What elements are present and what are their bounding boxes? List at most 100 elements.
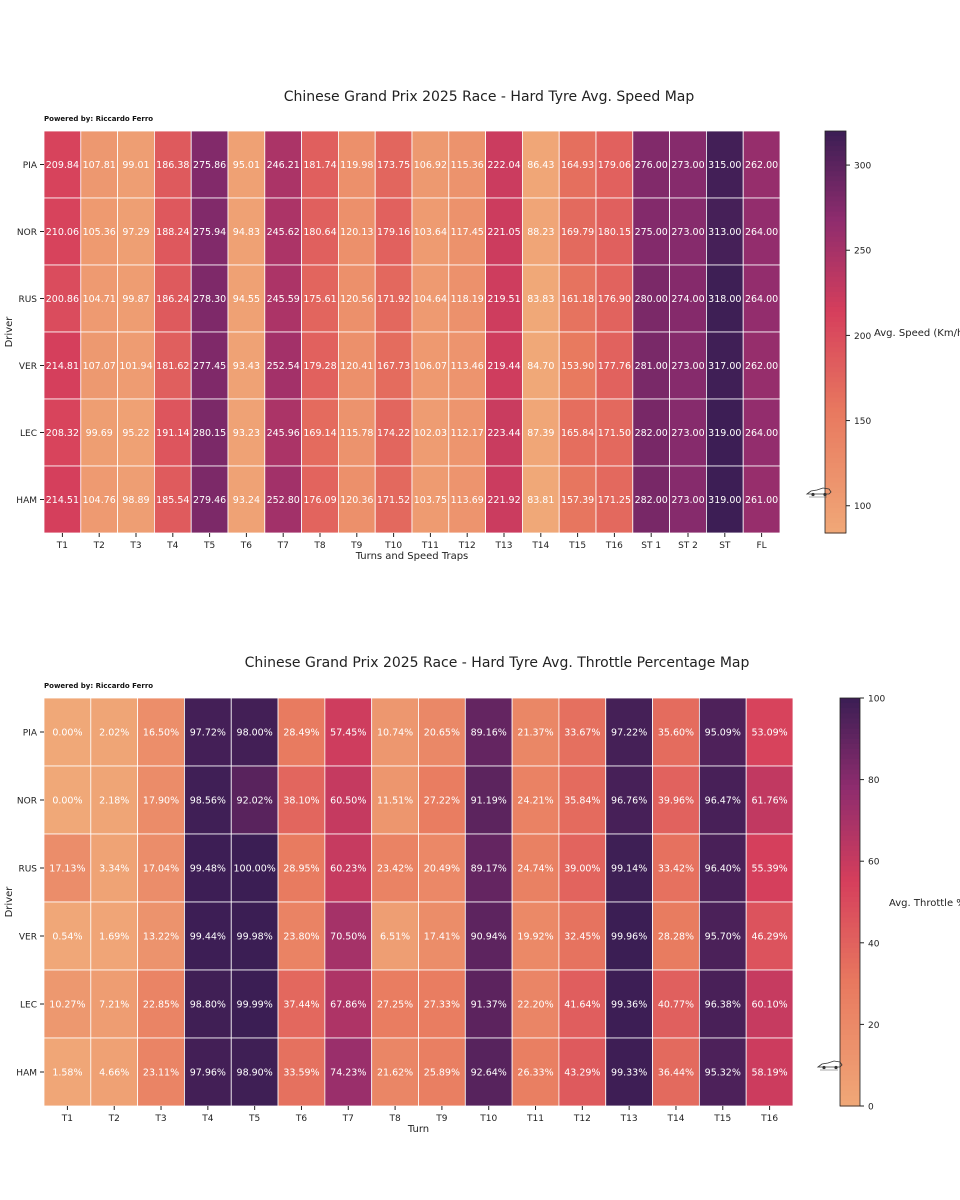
- colorbar-segment: [840, 784, 860, 791]
- colorbar-segment: [825, 367, 846, 373]
- heatmap-cell: [669, 465, 707, 534]
- heatmap-cell: [669, 398, 707, 467]
- cell-value-label: 275.00: [635, 227, 668, 238]
- colorbar-segment: [840, 988, 860, 995]
- colorbar-segment: [825, 362, 846, 368]
- heatmap-cell: [632, 197, 670, 266]
- heatmap-cell: [595, 264, 634, 333]
- cell-value-label: 99.99%: [237, 1000, 273, 1011]
- colorbar-segment: [825, 352, 846, 358]
- cell-value-label: 23.80%: [283, 932, 319, 943]
- cell-value-label: 97.29: [122, 227, 149, 238]
- colorbar-segment: [825, 281, 846, 288]
- colorbar-segment: [825, 527, 846, 534]
- heatmap-cell: [90, 1037, 139, 1107]
- heatmap-cell: [745, 833, 794, 903]
- x-tick-label: T2: [108, 1114, 120, 1124]
- colorbar-segment: [840, 713, 860, 719]
- heatmap-cell: [706, 331, 744, 400]
- heatmap-cell: [227, 130, 266, 199]
- colorbar-segment: [840, 830, 860, 837]
- colorbar-segment: [825, 191, 846, 197]
- colorbar-segment: [825, 357, 846, 363]
- y-tick-label: HAM: [16, 496, 37, 506]
- heatmap-cell: [558, 264, 597, 333]
- car-wheel-icon: [822, 1065, 826, 1070]
- cell-value-label: 245.59: [267, 294, 300, 305]
- cell-value-label: 33.42%: [658, 864, 694, 875]
- cell-value-label: 13.22%: [143, 932, 179, 943]
- heatmap-cell: [337, 398, 376, 467]
- colorbar-segment: [825, 387, 846, 393]
- colorbar-segment: [840, 800, 860, 806]
- colorbar-segment: [840, 1055, 860, 1061]
- colorbar-segment: [825, 291, 846, 298]
- heatmap-cell: [411, 197, 450, 266]
- colorbar-segment: [840, 947, 860, 954]
- cell-value-label: 97.72%: [190, 728, 226, 739]
- heatmap-cell: [418, 1037, 466, 1107]
- x-tick-label: T6: [295, 1114, 307, 1124]
- colorbar-segment: [825, 337, 846, 343]
- heatmap-cell: [227, 264, 266, 333]
- heatmap-group: Chinese Grand Prix 2025 Race - Hard Tyre…: [4, 89, 960, 562]
- colorbar-segment: [825, 402, 846, 408]
- cell-value-label: 99.14%: [611, 864, 647, 875]
- cell-value-label: 2.18%: [99, 796, 129, 807]
- cell-value-label: 22.20%: [517, 1000, 553, 1011]
- heatmap-cell: [184, 833, 232, 903]
- cell-value-label: 252.54: [267, 361, 300, 372]
- colorbar-segment: [825, 397, 846, 403]
- colorbar-segment: [840, 845, 860, 852]
- cell-value-label: 169.14: [303, 428, 336, 439]
- cell-value-label: 115.78: [340, 428, 373, 439]
- heatmap-cell: [301, 331, 339, 400]
- heatmap-cell: [595, 465, 634, 534]
- cell-value-label: 273.00: [671, 361, 704, 372]
- cell-value-label: 171.52: [377, 495, 410, 506]
- colorbar-segment: [840, 1075, 860, 1082]
- cell-value-label: 282.00: [635, 495, 668, 506]
- credit-text: Powered by: Riccardo Ferro: [44, 115, 153, 123]
- cell-value-label: 191.14: [156, 428, 189, 439]
- cell-value-label: 280.00: [635, 294, 668, 305]
- cell-value-label: 282.00: [635, 428, 668, 439]
- x-tick-label: T15: [713, 1114, 731, 1124]
- colorbar-segment: [840, 779, 860, 786]
- cell-value-label: 99.96%: [611, 932, 647, 943]
- colorbar-segment: [840, 856, 860, 862]
- cell-value-label: 219.44: [487, 361, 520, 372]
- x-tick-label: T16: [760, 1114, 778, 1124]
- cell-value-label: 279.46: [193, 495, 226, 506]
- y-axis-label: Driver: [4, 316, 15, 348]
- cell-value-label: 55.39%: [751, 864, 787, 875]
- cell-value-label: 106.07: [414, 361, 447, 372]
- colorbar-segment: [825, 141, 846, 147]
- cell-value-label: 70.50%: [330, 932, 366, 943]
- colorbar-segment: [825, 502, 846, 509]
- colorbar-segment: [825, 301, 846, 308]
- car-body-icon: [816, 1060, 843, 1068]
- cell-value-label: 214.51: [46, 495, 79, 506]
- colorbar-segment: [825, 186, 846, 192]
- cell-value-label: 103.64: [414, 227, 447, 238]
- heatmap-cell: [485, 465, 523, 534]
- heatmap-cell: [411, 264, 450, 333]
- cell-value-label: 39.96%: [658, 796, 694, 807]
- cell-value-label: 112.17: [451, 428, 484, 439]
- cell-value-label: 278.30: [193, 294, 226, 305]
- colorbar-segment: [825, 161, 846, 167]
- colorbar-segment: [825, 256, 846, 263]
- cell-value-label: 35.60%: [658, 728, 694, 739]
- heatmap-cell: [337, 331, 376, 400]
- heatmap-cell: [742, 398, 781, 467]
- heatmap-cell: [371, 697, 419, 767]
- y-tick-label: PIA: [23, 729, 38, 739]
- colorbar-segment: [840, 861, 860, 867]
- cell-value-label: 94.55: [233, 294, 260, 305]
- colorbar-segment: [840, 1085, 860, 1092]
- colorbar-segment: [825, 131, 846, 137]
- heatmap-cell: [374, 264, 413, 333]
- cell-value-label: 95.01: [233, 160, 260, 171]
- colorbar-segment: [840, 937, 860, 944]
